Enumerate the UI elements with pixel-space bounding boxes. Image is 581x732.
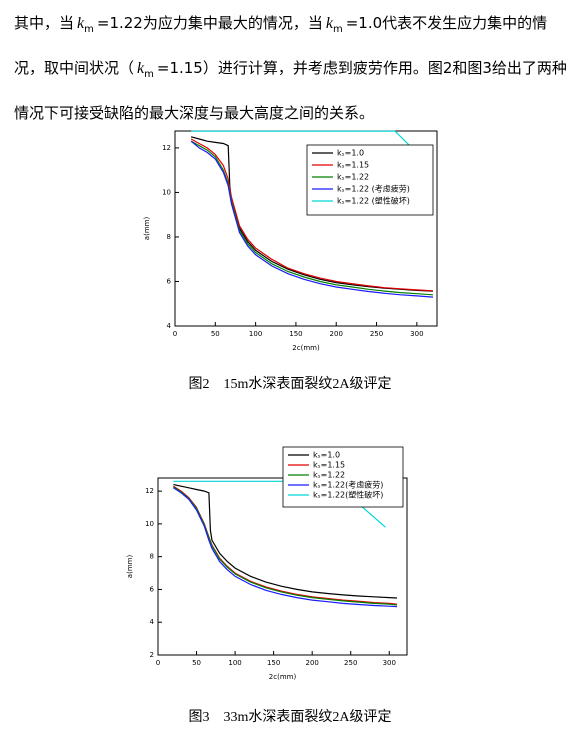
legend-label: kₛ=1.15 — [313, 461, 345, 470]
legend-label: kₛ=1.22(考虑疲劳) — [313, 480, 383, 490]
x-axis-label: 2c(mm) — [292, 344, 320, 352]
math-symbol: km — [77, 14, 94, 35]
x-tick-label: 50 — [192, 659, 201, 667]
math-symbol: km — [325, 14, 343, 35]
series-line — [190, 138, 434, 292]
series-line — [173, 484, 398, 599]
y-tick-label: 6 — [150, 585, 155, 593]
x-tick-label: 150 — [267, 659, 280, 667]
y-tick-label: 4 — [150, 618, 155, 626]
plot-frame — [157, 477, 408, 656]
y-tick-label: 6 — [167, 277, 172, 285]
legend-label: kₛ=1.22 (考虑疲劳) — [337, 184, 410, 194]
x-tick-label: 0 — [173, 330, 177, 338]
x-axis-label: 2c(mm) — [269, 673, 297, 681]
text-run: =1.22为应力集中最大的情况，当 — [96, 14, 323, 32]
legend-label: kₛ=1.22 (塑性破坏) — [337, 196, 410, 206]
paragraph: 其中，当 km =1.22为应力集中最大的情况，当 km =1.0代表不发生应力集中的情… — [14, 4, 574, 132]
legend-label: kₛ=1.0 — [313, 451, 340, 460]
legend-label: kₛ=1.0 — [337, 149, 364, 158]
y-tick-label: 4 — [167, 322, 172, 330]
y-tick-label: 8 — [167, 233, 171, 241]
figure-caption: 图3 33m水深表面裂纹2A级评定 — [189, 709, 392, 725]
math-symbol: km — [137, 59, 154, 80]
y-tick-label: 10 — [162, 188, 171, 196]
legend-box — [306, 144, 434, 216]
symbol-base: k — [325, 15, 333, 32]
y-axis-label: a(mm) — [143, 217, 151, 241]
x-tick-label: 250 — [370, 330, 383, 338]
series-line — [190, 140, 434, 296]
figure-caption: 图2 15m水深表面裂纹2A级评定 — [189, 376, 392, 392]
symbol-base: k — [137, 60, 145, 77]
series-line — [190, 140, 434, 298]
y-tick-label: 12 — [145, 487, 154, 495]
x-tick-label: 300 — [410, 330, 423, 338]
symbol-subscript: m — [332, 24, 343, 35]
y-tick-label: 10 — [145, 520, 154, 528]
y-axis-label: a(mm) — [126, 555, 134, 579]
legend-label: kₛ=1.15 — [337, 161, 369, 170]
symbol-base: k — [77, 15, 85, 32]
series-line — [173, 487, 398, 608]
text-run: =1.15）进行计算，并考虑到疲劳作用。图2和图3给出了两种情况下可接受缺陷的最… — [14, 59, 567, 122]
text-run: 其中，当 — [14, 14, 75, 32]
legend-label: kₛ=1.22(塑性破坏) — [313, 490, 383, 500]
x-tick-label: 50 — [211, 330, 220, 338]
y-tick-label: 8 — [150, 553, 154, 561]
text-run: =1.0代表不发生应力集中的情况，取中间状况（ — [14, 14, 548, 77]
x-tick-label: 300 — [383, 659, 396, 667]
series-line — [173, 486, 398, 606]
legend-label: kₛ=1.22 — [313, 471, 345, 480]
x-tick-label: 100 — [249, 330, 262, 338]
x-tick-label: 200 — [330, 330, 343, 338]
symbol-subscript: m — [84, 24, 94, 35]
x-tick-label: 150 — [289, 330, 302, 338]
x-tick-label: 0 — [156, 659, 160, 667]
legend-box — [282, 446, 404, 508]
y-tick-label: 2 — [150, 651, 154, 659]
legend-label: kₛ=1.22 — [337, 173, 369, 182]
x-tick-label: 200 — [305, 659, 318, 667]
x-tick-label: 100 — [228, 659, 241, 667]
x-tick-label: 250 — [344, 659, 357, 667]
y-tick-label: 12 — [162, 144, 171, 152]
symbol-subscript: m — [144, 69, 154, 80]
